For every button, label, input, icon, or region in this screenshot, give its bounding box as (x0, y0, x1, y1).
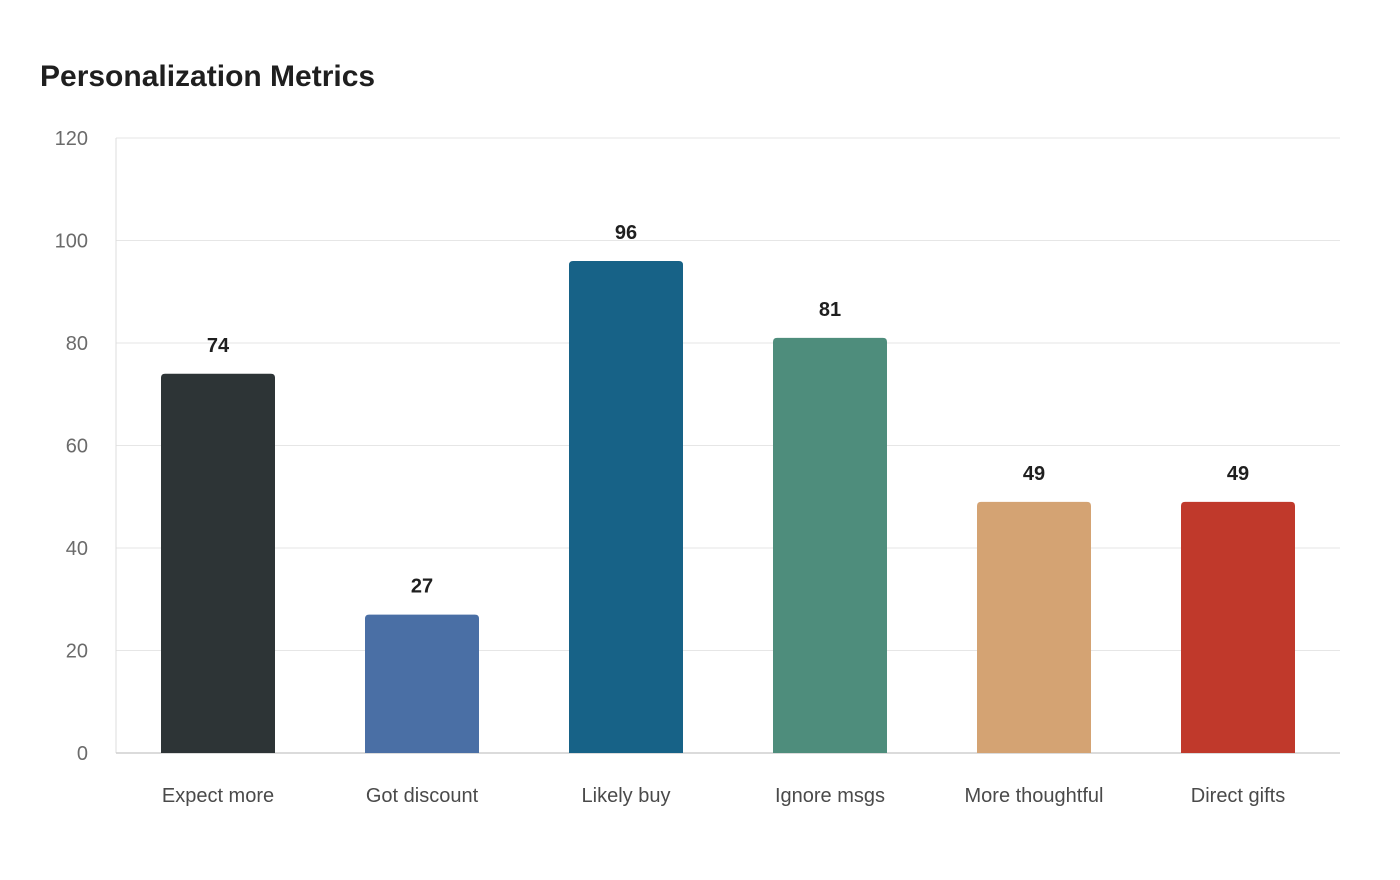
bar-got-discount (365, 614, 479, 753)
y-tick-label: 20 (66, 641, 88, 663)
data-label: 49 (1227, 463, 1249, 485)
labels: 0 20 40 60 80 100 120 74 Expect more 27 Got discou… (55, 128, 1286, 807)
y-tick-label: 60 (66, 436, 88, 458)
y-tick-label: 80 (66, 333, 88, 355)
bar-ignore-msgs (773, 337, 887, 753)
data-label: 96 (615, 222, 637, 244)
y-tick-label: 40 (66, 538, 88, 560)
data-label: 81 (819, 299, 841, 321)
data-label: 74 (207, 335, 230, 357)
gridlines (116, 137, 1340, 651)
x-tick-label: Expect more (162, 785, 274, 807)
axes (115, 138, 1340, 754)
bars (161, 261, 1295, 753)
y-tick-label: 0 (77, 743, 88, 765)
x-tick-label: Ignore msgs (775, 785, 885, 807)
bar-more-thoughtful (977, 501, 1091, 753)
bar-direct-gifts (1181, 501, 1295, 753)
x-tick-label: More thoughtful (965, 785, 1104, 807)
y-tick-label: 120 (55, 128, 88, 150)
data-label: 49 (1023, 463, 1045, 485)
chart-title: Personalization Metrics (40, 60, 376, 93)
data-label: 27 (411, 576, 433, 598)
x-tick-label: Got discount (366, 785, 479, 807)
x-tick-label: Likely buy (582, 785, 671, 807)
bar-likely-buy (569, 261, 683, 753)
y-tick-label: 100 (55, 231, 88, 253)
bar-expect-more (161, 373, 275, 753)
x-tick-label: Direct gifts (1191, 785, 1285, 807)
